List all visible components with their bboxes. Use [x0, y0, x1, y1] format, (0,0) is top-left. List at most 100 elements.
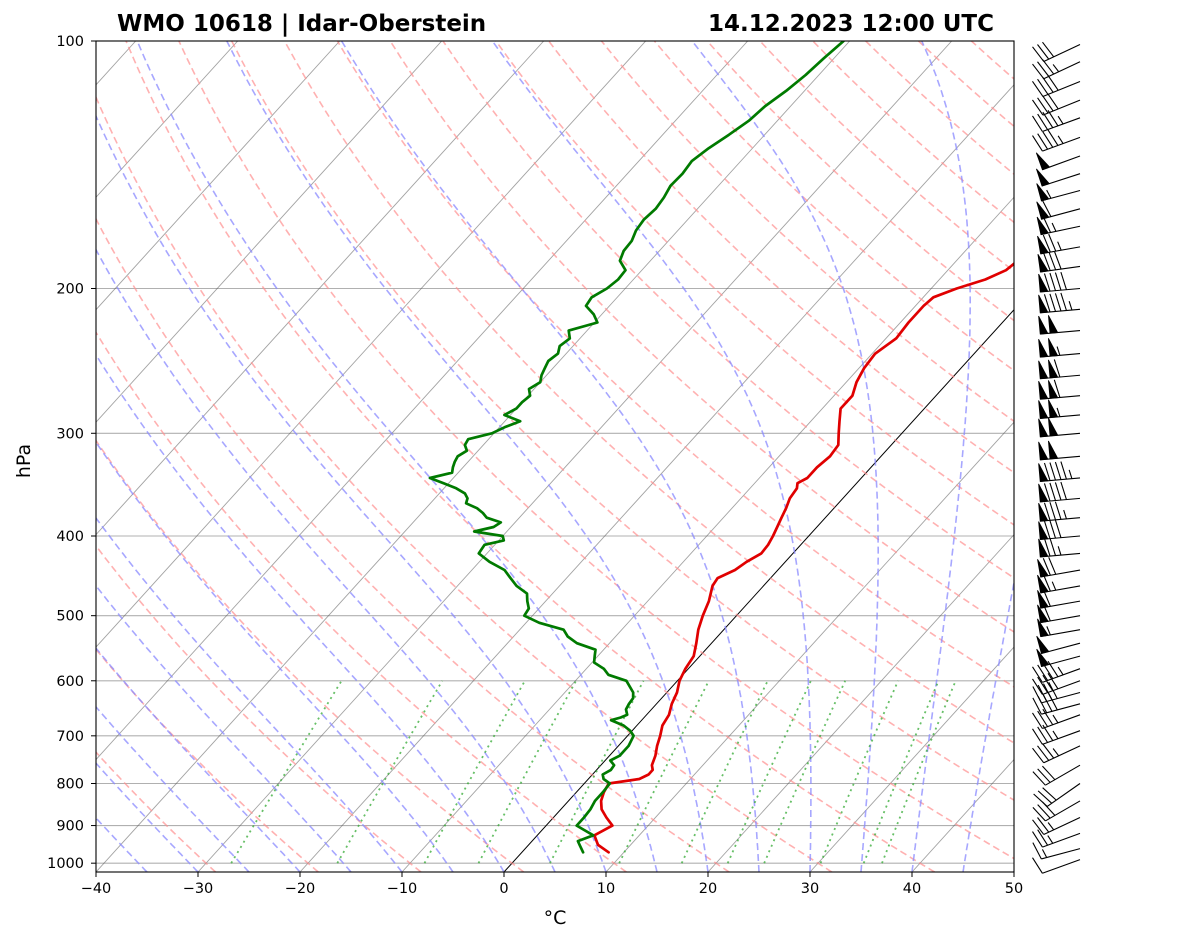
pressure-gridlines	[96, 41, 1014, 864]
moist-adiabat	[96, 440, 454, 872]
dry-adiabat	[600, 41, 1014, 423]
isotherm	[96, 41, 443, 423]
mixing-ratio-line	[862, 680, 940, 864]
moist-adiabat	[136, 41, 658, 872]
wind-barb	[1038, 379, 1081, 400]
dry-adiabat	[653, 41, 1014, 372]
y-tick-label: 700	[56, 729, 84, 745]
wind-barb	[1038, 461, 1081, 483]
wind-barb	[1033, 783, 1081, 807]
mixing-ratio-line	[336, 680, 444, 864]
dry-adiabat	[548, 41, 1014, 474]
isotherm	[96, 41, 341, 311]
datetime-title: 14.12.2023 12:00 UTC	[708, 11, 994, 37]
y-tick-label: 200	[56, 282, 84, 298]
dewpoint-profile	[428, 41, 845, 854]
wind-barb	[1038, 315, 1081, 335]
isotherm	[707, 533, 1014, 872]
y-axis-label: hPa	[13, 444, 35, 478]
wind-barb	[1038, 399, 1081, 419]
y-tick-label: 500	[56, 609, 84, 625]
wind-barb	[1032, 681, 1081, 704]
wind-barb	[1032, 708, 1081, 730]
dry-adiabat	[389, 41, 1014, 633]
dry-adiabat	[865, 41, 1014, 176]
wind-barb	[1038, 292, 1081, 314]
moist-adiabat	[96, 248, 556, 872]
moist-adiabat	[96, 584, 352, 872]
moist-adiabat	[96, 647, 301, 872]
wind-barb	[1038, 417, 1081, 438]
dry-adiabat	[96, 217, 730, 872]
wind-barb	[1032, 800, 1081, 822]
y-tick-label: 100	[56, 34, 84, 50]
wind-barb	[1032, 59, 1081, 80]
wind-barb	[1038, 359, 1081, 380]
dry-adiabat	[812, 41, 1014, 224]
mixing-ratio-line	[549, 680, 645, 864]
x-tick-label: 0	[499, 881, 508, 897]
wind-barb	[1032, 74, 1081, 97]
dry-adiabat	[495, 41, 1014, 526]
wind-barb	[1038, 537, 1081, 558]
wind-barbs	[1032, 41, 1081, 874]
isotherm	[96, 41, 647, 648]
wind-barb	[1032, 93, 1081, 116]
mixing-ratio-line	[881, 680, 957, 864]
x-axis-ticks: −40 −30 −20 −10 0 10 20 30 40 50	[81, 872, 1023, 897]
x-tick-label: 10	[597, 881, 615, 897]
y-tick-label: 1000	[47, 856, 84, 872]
mixing-ratio-line	[477, 680, 577, 864]
mixing-ratio-line	[618, 680, 710, 864]
dry-adiabat	[125, 41, 936, 872]
wind-barb	[1036, 168, 1081, 187]
x-tick-label: −30	[183, 881, 214, 897]
wind-barb	[1037, 573, 1081, 594]
dry-adiabat	[759, 41, 1014, 273]
wind-barb	[1032, 829, 1081, 848]
isotherm	[96, 41, 749, 761]
moist-adiabat	[911, 41, 971, 872]
plot-area	[96, 41, 1014, 872]
x-tick-label: −20	[285, 881, 316, 897]
sounding-profiles	[428, 41, 1014, 854]
y-tick-label: 400	[56, 529, 84, 545]
wind-barb	[1038, 271, 1081, 293]
dry-adiabat	[442, 41, 1014, 579]
wind-barb	[1037, 618, 1081, 638]
isotherm	[96, 41, 851, 872]
isotherm	[96, 41, 545, 536]
wind-barb	[1038, 338, 1081, 358]
wind-barb	[1035, 152, 1081, 171]
y-tick-label: 600	[56, 674, 84, 690]
wind-barb	[1036, 648, 1081, 668]
wind-barb	[1036, 635, 1081, 655]
isotherm	[809, 646, 1014, 872]
wind-barb	[1037, 557, 1081, 578]
dry-adiabat	[230, 41, 1014, 802]
x-tick-label: −40	[81, 881, 112, 897]
moist-adiabat	[226, 41, 709, 872]
x-tick-label: −10	[387, 881, 418, 897]
dry-adiabat	[283, 41, 1014, 744]
isotherm	[605, 421, 1014, 872]
moist-adiabat	[96, 705, 250, 872]
wind-barb	[1038, 501, 1081, 522]
moist-adiabat	[691, 41, 879, 872]
wind-barb	[1036, 200, 1081, 220]
moist-adiabats	[96, 41, 1014, 872]
dry-adiabat	[96, 544, 422, 872]
x-tick-label: 20	[699, 881, 717, 897]
wind-barb	[1037, 233, 1081, 255]
y-tick-label: 900	[56, 819, 84, 835]
isotherm	[299, 84, 1014, 872]
dry-adiabat	[96, 648, 319, 872]
mixing-ratio-lines	[230, 680, 957, 864]
moist-adiabat	[96, 114, 607, 872]
wind-barb	[1032, 672, 1081, 695]
y-tick-label: 300	[56, 426, 84, 442]
wind-barb	[1032, 110, 1081, 133]
moist-adiabat	[96, 353, 505, 872]
wind-barb	[1032, 41, 1081, 62]
